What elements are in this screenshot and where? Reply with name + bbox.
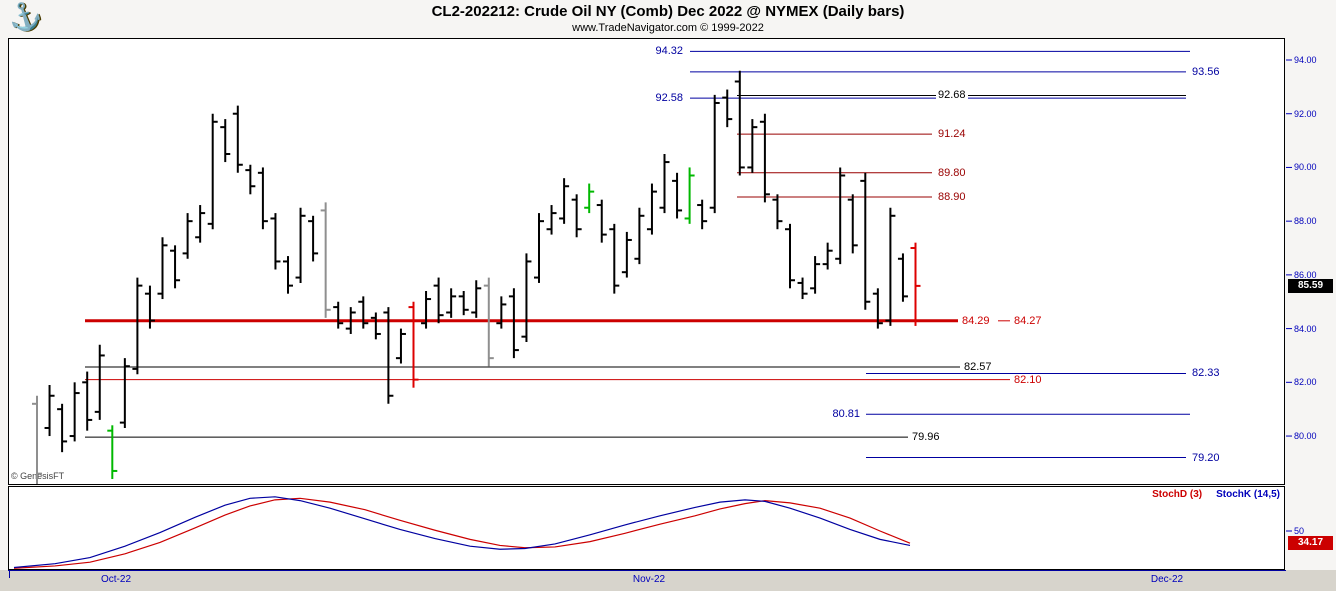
- last-price-badge: 85.59: [1288, 278, 1333, 293]
- price-level-label: 92.68: [936, 89, 968, 102]
- price-level-label: 94.32: [655, 45, 683, 58]
- price-level-label: 91.24: [938, 128, 966, 141]
- price-level-label: 82.10: [1014, 373, 1042, 386]
- price-chart-panel[interactable]: [8, 38, 1285, 485]
- stochk-legend-label[interactable]: StochK (14,5): [1216, 489, 1280, 500]
- date-axis-tick: [9, 570, 10, 578]
- chart-title: CL2-202212: Crude Oil NY (Comb) Dec 2022…: [431, 3, 905, 20]
- date-axis-line: [8, 570, 1286, 571]
- price-level-label: 80.81: [832, 408, 860, 421]
- price-axis-label: 86.00: [1294, 269, 1317, 280]
- stochastic-panel[interactable]: [8, 486, 1285, 570]
- price-level-label: 93.56: [1192, 65, 1220, 78]
- chart-subtitle: www.TradeNavigator.com © 1999-2022: [572, 22, 764, 34]
- price-axis-label: 90.00: [1294, 162, 1317, 173]
- price-level-label: 92.58: [655, 92, 683, 105]
- date-axis-label[interactable]: Oct-22: [100, 574, 132, 585]
- date-axis-label[interactable]: Dec-22: [1150, 574, 1184, 585]
- price-axis-label: 82.00: [1294, 377, 1317, 388]
- stoch-legend: StochD (3) StochK (14,5): [1152, 489, 1280, 500]
- date-axis-label[interactable]: Nov-22: [632, 574, 666, 585]
- price-level-label: 89.80: [938, 166, 966, 179]
- price-level-label: 79.96: [912, 431, 940, 444]
- price-axis-label: 92.00: [1294, 108, 1317, 119]
- price-level-label: 82.33: [1192, 367, 1220, 380]
- price-level-label: 79.20: [1192, 451, 1220, 464]
- genesisft-watermark: © GenesisFT: [11, 471, 65, 481]
- price-level-label: 82.57: [964, 361, 992, 373]
- date-axis[interactable]: Oct-22 Nov-22 Dec-22: [0, 570, 1336, 591]
- price-level-label: 84.29: [962, 314, 990, 327]
- price-axis-label: 80.00: [1294, 431, 1317, 442]
- price-level-label: 84.27: [1014, 314, 1042, 327]
- stochd-legend-label[interactable]: StochD (3): [1152, 489, 1203, 500]
- price-level-label: 88.90: [938, 190, 966, 203]
- stoch-axis-label: 50: [1294, 526, 1305, 536]
- stoch-last-value-badge: 34.17: [1288, 536, 1333, 551]
- price-axis-label: 84.00: [1294, 323, 1317, 334]
- price-axis-label: 88.00: [1294, 216, 1317, 227]
- price-axis-label: 94.00: [1294, 55, 1317, 65]
